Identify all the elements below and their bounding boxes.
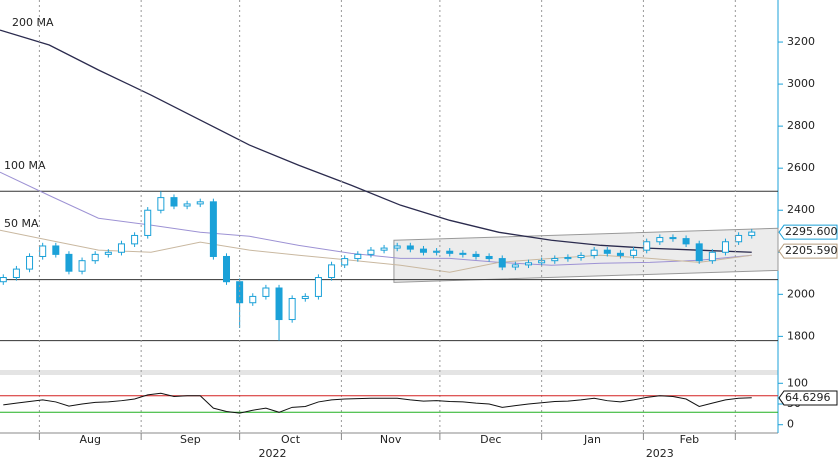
candle-body xyxy=(65,253,73,272)
candle-body xyxy=(577,254,585,259)
price-tag xyxy=(778,390,838,406)
candle-body xyxy=(380,247,388,251)
candle-body xyxy=(590,249,598,256)
candle-body xyxy=(196,201,204,205)
candle-body xyxy=(669,237,677,240)
y-tick-label: 100 xyxy=(787,376,808,389)
candle-body xyxy=(104,251,112,255)
candle-body xyxy=(223,255,231,283)
series-label: 50 MA xyxy=(4,217,39,230)
candle-body xyxy=(498,258,506,268)
candle-body xyxy=(708,251,716,262)
candle-body xyxy=(183,203,191,207)
x-tick-label: Nov xyxy=(380,433,402,446)
y-tick-label: 2800 xyxy=(787,119,815,132)
candle-body xyxy=(511,264,519,268)
candle-body xyxy=(419,248,427,253)
year-label: 2023 xyxy=(646,447,674,460)
y-tick-label: 3000 xyxy=(787,77,815,90)
series-line xyxy=(3,392,752,414)
candle-body xyxy=(91,253,99,262)
price-tag-label: 2205.5901 xyxy=(785,244,838,257)
candle-body xyxy=(0,277,7,283)
candle-body xyxy=(117,243,125,253)
candle-body xyxy=(26,255,34,270)
panel-divider xyxy=(0,370,778,375)
y-tick-label: 2600 xyxy=(787,161,815,174)
candle-body xyxy=(367,249,375,255)
y-tick-label: 2400 xyxy=(787,203,815,216)
x-tick-label: Sep xyxy=(180,433,201,446)
y-tick-label: 2000 xyxy=(787,287,815,300)
candle-body xyxy=(393,245,401,249)
candle-body xyxy=(249,295,257,304)
candle-body xyxy=(314,277,322,297)
candle-body xyxy=(275,287,283,321)
y-tick-label: 0 xyxy=(787,418,794,431)
candle-body xyxy=(341,258,349,266)
candle-body xyxy=(485,255,493,260)
y-tick-label: 1800 xyxy=(787,329,815,342)
candle-body xyxy=(643,241,651,251)
candle-body xyxy=(131,234,139,245)
series-label: 200 MA xyxy=(12,16,54,29)
candle-body xyxy=(459,252,467,255)
candle-body xyxy=(52,245,60,255)
candle-body xyxy=(328,264,336,278)
x-tick-label: Aug xyxy=(80,433,101,446)
candle-body xyxy=(682,238,690,245)
candle-body xyxy=(735,234,743,243)
price-tag xyxy=(778,243,838,259)
candle-body xyxy=(564,257,572,260)
x-tick-label: Oct xyxy=(281,433,301,446)
price-tag-label: 64.6296 xyxy=(785,391,831,404)
series-line xyxy=(0,29,752,253)
candle-body xyxy=(656,237,664,243)
candle-body xyxy=(144,209,152,236)
candle-body xyxy=(630,249,638,256)
candle-body xyxy=(39,245,47,257)
series-line xyxy=(0,171,752,266)
candle-body xyxy=(433,250,441,253)
series-label: 100 MA xyxy=(4,159,46,172)
candle-body xyxy=(446,250,454,254)
x-tick-label: Feb xyxy=(680,433,699,446)
channel xyxy=(393,227,779,283)
candle-body xyxy=(472,253,480,257)
candle-body xyxy=(209,201,217,257)
candle-body xyxy=(551,258,559,262)
candle-body xyxy=(354,253,362,260)
candle-body xyxy=(406,245,414,250)
x-tick-label: Dec xyxy=(480,433,501,446)
candle-body xyxy=(603,249,611,254)
price-tag-label: 2295.6001 xyxy=(785,225,838,238)
candle-body xyxy=(236,281,244,304)
candle-body xyxy=(170,197,178,207)
candle-body xyxy=(157,197,165,211)
price-tag xyxy=(778,224,838,240)
x-tick-label: Jan xyxy=(583,433,601,446)
candle-body xyxy=(525,262,533,266)
candle-body xyxy=(288,298,296,321)
year-label: 2022 xyxy=(258,447,286,460)
candle-body xyxy=(78,260,86,272)
candle-body xyxy=(616,252,624,256)
candle-body xyxy=(301,295,309,300)
candle-body xyxy=(12,268,20,279)
candle-body xyxy=(695,243,703,262)
y-tick-label: 3200 xyxy=(787,35,815,48)
candle-body xyxy=(262,287,270,297)
candle-body xyxy=(721,241,729,253)
candle-body xyxy=(748,231,756,236)
